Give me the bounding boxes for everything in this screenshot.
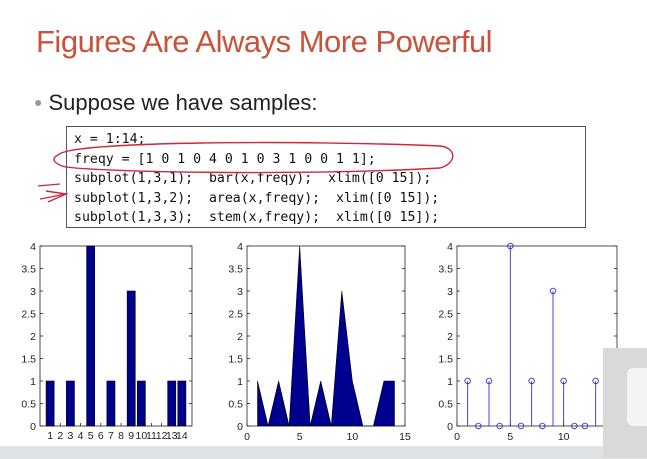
plot-frame (246, 245, 406, 427)
y-tick-label: 0 (30, 421, 36, 433)
x-tick-label: 4 (78, 430, 84, 442)
stem-marker (592, 377, 599, 385)
stem-marker (485, 377, 493, 385)
y-tick-label: 4 (30, 241, 36, 253)
y-tick-label: 1.5 (438, 354, 453, 366)
stem-marker (571, 422, 578, 430)
stem-marker (475, 422, 482, 430)
x-tick-label: 5 (507, 431, 513, 443)
y-tick-label: 2 (237, 331, 243, 343)
stem-marker (464, 377, 471, 385)
x-tick-label: 5 (297, 431, 303, 443)
stem-marker (560, 377, 567, 385)
y-tick-label: 0.5 (438, 399, 453, 411)
bar (136, 380, 146, 427)
x-tick-label: 10 (346, 431, 358, 443)
stem-marker (496, 422, 503, 430)
bullet-line: ● Suppose we have samples: (34, 90, 318, 116)
y-tick-label: 0.5 (228, 399, 243, 411)
bullet-text: Suppose we have samples: (48, 90, 318, 115)
x-tick-label: 13 (166, 430, 178, 442)
video-bottom-strip (0, 446, 647, 459)
plot-frame (39, 245, 193, 427)
y-tick-label: 3 (237, 286, 243, 298)
y-tick-label: 3.5 (438, 264, 453, 276)
bar (177, 380, 187, 427)
video-side-panel (627, 368, 647, 426)
area-chart: 0 0.5 1 1.5 2 2.5 3 3.5 4 0 5 10 15 (228, 241, 411, 443)
x-tick-label: 10 (135, 430, 147, 442)
y-tick-label: 1 (237, 376, 243, 388)
y-tick-label: 1.5 (21, 354, 36, 366)
x-tick-label: 5 (88, 430, 94, 442)
x-tick-label: 15 (399, 431, 411, 443)
bar (167, 380, 177, 427)
bar (106, 380, 116, 427)
x-tick-label: 8 (118, 430, 124, 442)
y-tick-label: 2 (447, 331, 453, 343)
y-tick-label: 1.5 (228, 354, 243, 366)
bar (45, 380, 55, 427)
y-tick-label: 0.5 (21, 399, 36, 411)
annotation-tick (37, 183, 61, 187)
annotation-arrow (39, 190, 69, 203)
y-tick-label: 0 (237, 421, 243, 433)
x-tick-label: 14 (176, 430, 188, 442)
code-box: x = 1:14; freqy = [1 0 1 0 4 0 1 0 3 1 0… (66, 126, 586, 228)
stem-chart: 0 0.5 1 1.5 2 2.5 3 3.5 4 0 5 10 (438, 241, 618, 443)
code-line-4: subplot(1,3,2); area(x,freqy); xlim([0 1… (74, 190, 440, 206)
y-tick-label: 2.5 (21, 309, 36, 321)
stem-marker (581, 422, 589, 430)
y-tick-label: 1 (30, 376, 36, 388)
bar (86, 245, 96, 427)
y-tick-label: 2.5 (228, 309, 243, 321)
y-tick-label: 1 (447, 376, 453, 388)
x-tick-label: 0 (244, 431, 250, 443)
y-tick-label: 3 (447, 286, 453, 298)
bar (126, 290, 136, 427)
y-tick-label: 4 (447, 241, 453, 253)
bar (66, 380, 75, 427)
y-tick-label: 2.5 (438, 309, 453, 321)
area-series (257, 245, 395, 427)
code-line-1: x = 1:14; (74, 132, 146, 147)
stem-marker (528, 377, 535, 385)
y-tick-label: 4 (237, 241, 243, 253)
code-line-5: subplot(1,3,3); stem(x,freqy); xlim([0 1… (74, 210, 440, 225)
annotation-ellipse (53, 141, 454, 174)
x-tick-label: 12 (156, 430, 168, 442)
x-tick-label: 3 (67, 430, 73, 442)
x-tick-label: 6 (98, 430, 104, 442)
y-tick-label: 3.5 (21, 264, 36, 276)
x-tick-label: 11 (146, 430, 157, 442)
stem-marker (539, 422, 546, 430)
y-tick-label: 3.5 (228, 264, 243, 276)
x-tick-label: 2 (57, 430, 63, 442)
y-tick-label: 3 (30, 286, 36, 298)
bullet-dot: ● (34, 94, 43, 110)
stem-marker (507, 242, 514, 250)
stem-marker (517, 422, 525, 430)
x-tick-label: 7 (108, 430, 114, 442)
x-tick-label: 10 (558, 431, 570, 443)
y-tick-label: 0 (447, 421, 453, 433)
code-line-3: subplot(1,3,1); bar(x,freqy); xlim([0 15… (74, 171, 432, 186)
slide-title: Figures Are Always More Powerful (36, 24, 493, 59)
plot-frame (456, 245, 618, 427)
code-line-2: freqy = [1 0 1 0 4 0 1 0 3 1 0 0 1 1]; (74, 151, 376, 167)
x-tick-label: 9 (128, 430, 134, 442)
x-tick-label: 1 (47, 430, 53, 442)
stem-marker (549, 287, 557, 295)
y-tick-label: 2 (30, 331, 36, 343)
x-tick-label: 0 (454, 431, 460, 443)
